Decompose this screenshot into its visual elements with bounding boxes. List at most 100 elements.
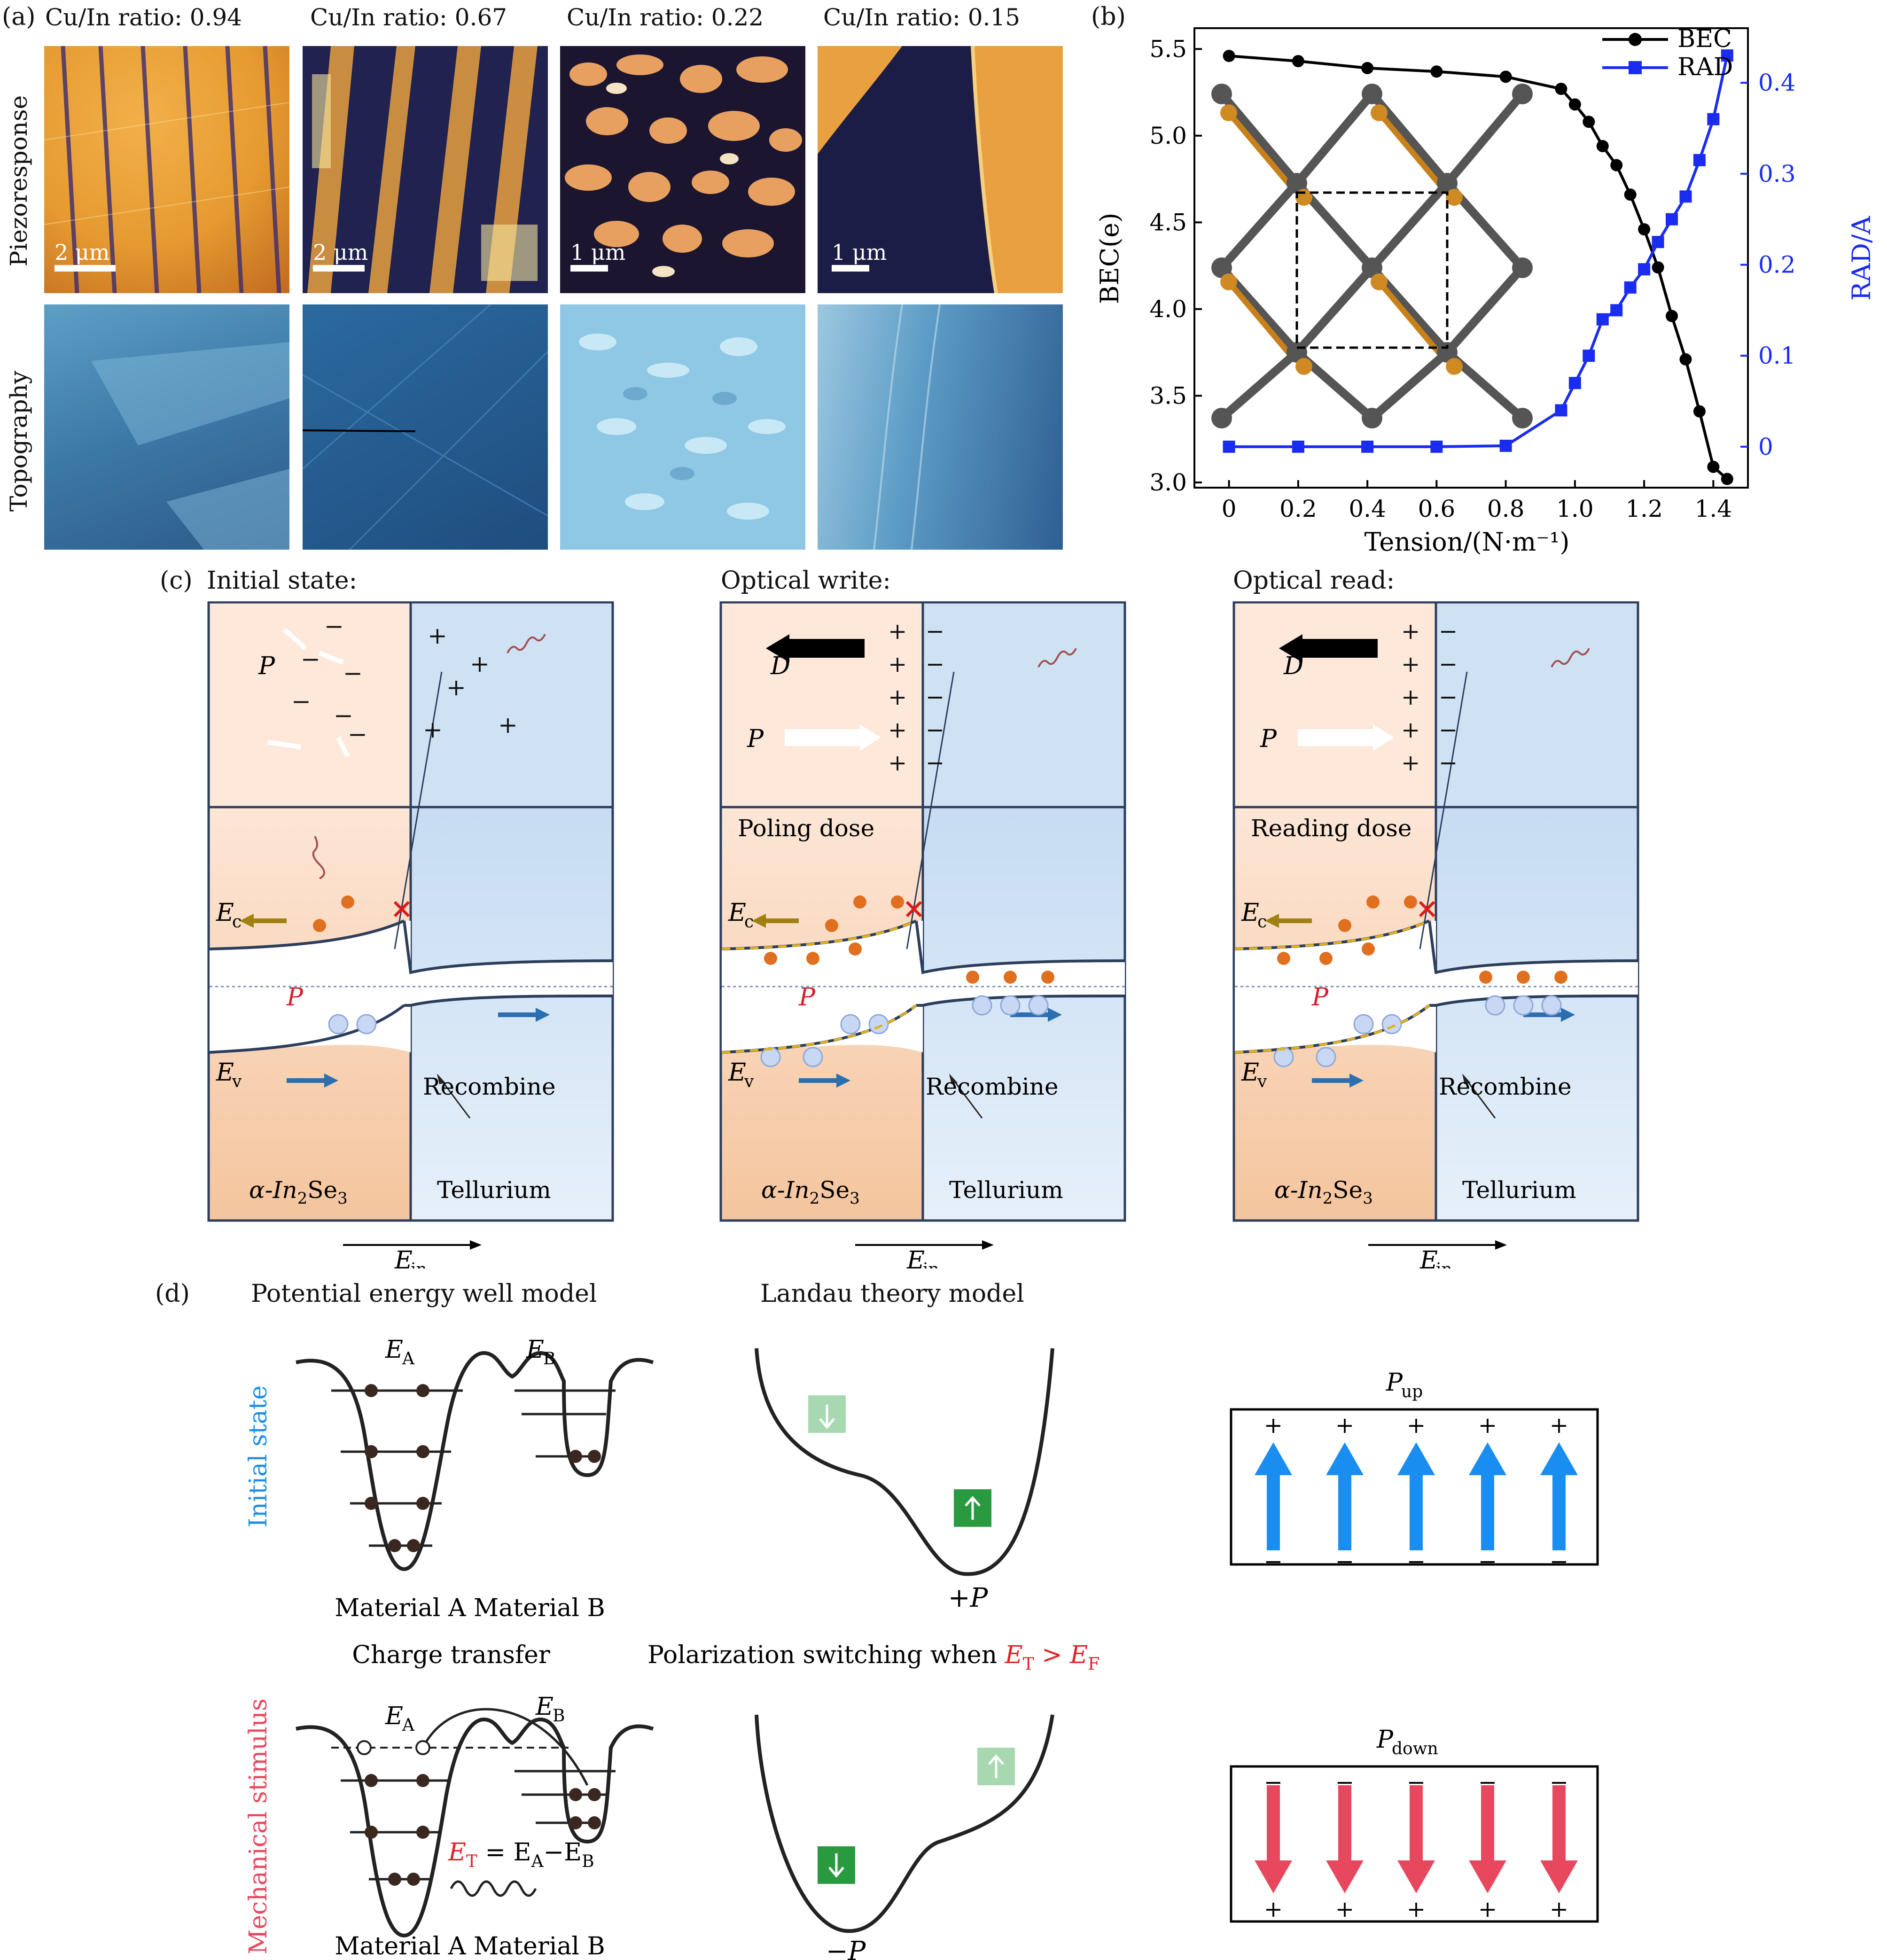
- eb-subscript: B: [553, 1706, 565, 1726]
- y-right-tick-label: 0.1: [1758, 342, 1796, 369]
- bec-point: [1638, 223, 1651, 236]
- bec-point: [1666, 310, 1678, 322]
- band-diagram-write: + + + + + − − − − − D P Poling dose E c P E v Re…: [719, 601, 1126, 1268]
- y-left-tick-label: 3.0: [1149, 469, 1187, 496]
- bec-point: [1610, 159, 1623, 171]
- ev-label: E: [216, 1058, 234, 1087]
- bec-point: [1652, 261, 1664, 274]
- up-arrow-icon: [1326, 1442, 1364, 1550]
- rad-point: [1583, 350, 1595, 362]
- ea-label: E: [385, 1336, 403, 1364]
- minus-p-label: −P: [826, 1936, 866, 1960]
- p-label: D: [1283, 652, 1303, 680]
- panel-c-title-initial: Initial state:: [207, 567, 358, 595]
- ein-label: E: [394, 1246, 413, 1268]
- bec-point: [1499, 70, 1512, 83]
- y-left-tick-label: 4.0: [1149, 296, 1187, 323]
- down-arrow-icon: [1255, 1785, 1292, 1893]
- rad-point: [1707, 113, 1720, 125]
- svg-text:−: −: [343, 660, 363, 687]
- p-up-subscript: up: [1401, 1382, 1423, 1401]
- y-left-tick-label: 4.5: [1149, 209, 1187, 236]
- panel-b-label: (b): [1091, 3, 1126, 31]
- ea-label: E: [385, 1702, 403, 1730]
- ev-label: E: [728, 1058, 746, 1087]
- ein-subscript: in: [1436, 1260, 1452, 1268]
- eb-subscript: B: [543, 1349, 555, 1369]
- ev-subscript: v: [232, 1072, 242, 1091]
- minus-sign: −: [1478, 1548, 1497, 1575]
- svg-text:+: +: [888, 651, 907, 677]
- p-label: P: [258, 652, 275, 680]
- potential-well-mechanical: E A E B ET = EA−EB Material A Material B: [296, 1693, 654, 1960]
- rad-point: [1624, 281, 1637, 294]
- cu-in-ratio-label: Cu/In ratio: 0.67: [310, 4, 507, 31]
- up-arrow-icon: [1255, 1442, 1292, 1550]
- row-label-topography: Topography: [5, 371, 32, 512]
- bec-point: [1292, 55, 1304, 68]
- plus-sign: +: [1335, 1896, 1354, 1922]
- down-arrow-icon: [1469, 1785, 1506, 1893]
- recombine-label: Recombine: [1439, 1073, 1572, 1100]
- p-red-label: P: [1311, 983, 1329, 1011]
- svg-text:+: +: [446, 674, 466, 701]
- scale-bar-label: 1 μm: [832, 240, 887, 265]
- svg-text:−: −: [324, 613, 344, 640]
- svg-text:+: +: [888, 750, 907, 776]
- rad-point: [1666, 213, 1678, 226]
- y-axis-right-label: RAD/A: [1847, 216, 1876, 301]
- bec-point: [1583, 116, 1595, 128]
- panel-a-label: (a): [2, 3, 36, 31]
- row-label-piezoresponse: Piezoresponse: [5, 95, 32, 267]
- svg-text:+: +: [428, 622, 447, 649]
- material-right-label: Tellurium: [437, 1176, 551, 1204]
- plus-sign: +: [1264, 1896, 1283, 1922]
- panel-c-title-write: Optical write:: [721, 567, 891, 595]
- x-tick-label: 0.8: [1487, 495, 1525, 522]
- material-right-label: Tellurium: [949, 1176, 1063, 1204]
- svg-text:−: −: [926, 750, 944, 776]
- topography-image-067: [303, 304, 548, 550]
- material-left-label: α-In2Se3: [249, 1176, 348, 1208]
- svg-text:+: +: [470, 650, 490, 677]
- panel-c-title-read: Optical read:: [1233, 567, 1395, 595]
- bec-point: [1679, 353, 1692, 366]
- panel-d-diagrams: E A E B Material A Material B +P P up + …: [296, 1336, 1599, 1960]
- bec-rad-chart: 0 0.2 0.4 0.6 0.8 1.0 1.2 1.4 3.0 3.5 4.0 4.5 5.0 5.5…: [1095, 25, 1876, 557]
- et-equation: ET = EA−EB: [448, 1838, 594, 1871]
- ev-subscript: v: [1257, 1072, 1267, 1091]
- piezoresponse-image-067: 2 μm: [303, 46, 548, 293]
- ev-subscript: v: [744, 1072, 754, 1091]
- p-down-label: P: [1376, 1726, 1394, 1754]
- y-right-tick-label: 0.2: [1758, 251, 1796, 279]
- p-red-label: P: [286, 983, 304, 1011]
- svg-text:−: −: [926, 618, 944, 645]
- svg-text:−: −: [348, 721, 367, 748]
- p-down-box: P down − + − + − + − + − +: [1230, 1726, 1599, 1923]
- y-axis-left-label: BEC(e): [1095, 213, 1124, 304]
- ein-subscript: in: [923, 1260, 939, 1268]
- p-label: P: [747, 725, 764, 753]
- bec-point: [1568, 98, 1581, 111]
- y-left-tick-label: 5.0: [1149, 122, 1187, 149]
- rad-point: [1610, 304, 1623, 317]
- piezoresponse-image-094: 2 μm: [44, 46, 289, 293]
- p-up-box: P up + − + − + − + − + −: [1230, 1369, 1599, 1575]
- svg-text:−: −: [301, 646, 320, 673]
- panel-d-label: (d): [155, 1280, 190, 1308]
- plus-sign: +: [1407, 1896, 1426, 1922]
- plus-sign: +: [1550, 1896, 1568, 1922]
- bec-point: [1707, 460, 1720, 473]
- x-tick-label: 0.2: [1279, 495, 1317, 522]
- bec-point: [1596, 140, 1609, 152]
- dose-label: Poling dose: [738, 815, 874, 842]
- rad-point: [1430, 440, 1443, 453]
- charge-transfer-title: Charge transfer: [352, 1641, 550, 1669]
- plus-sign: +: [1407, 1412, 1426, 1439]
- down-arrow-icon: [1397, 1785, 1435, 1893]
- band-diagram-initial: −−−−−− ++++ + P E c P E v Recombine α-In2…: [207, 601, 614, 1268]
- plus-sign: +: [1264, 1412, 1283, 1439]
- p-up-label: P: [1386, 1369, 1403, 1397]
- y-right-tick-label: 0: [1758, 433, 1773, 460]
- material-ab-label: Material A Material B: [335, 1932, 605, 1960]
